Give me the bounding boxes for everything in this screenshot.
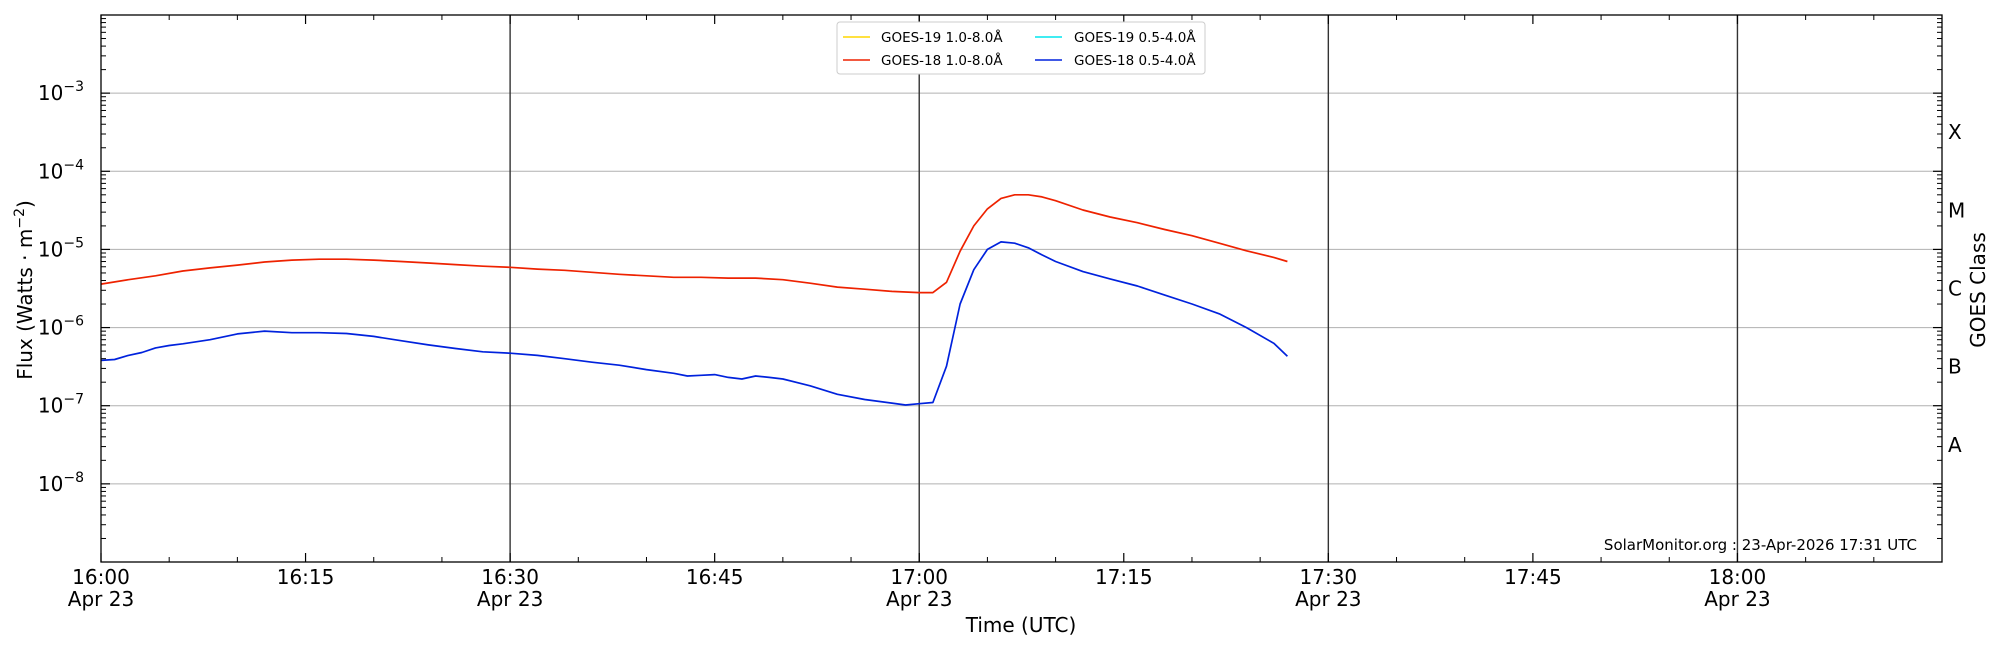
y-axis-ticks: 10−8 10−7 10−6 10−5 10−4 10−3 — [38, 18, 1942, 539]
y-tick-label: 10−6 — [38, 314, 84, 340]
x-tick-label: 17:00 — [890, 565, 948, 589]
x-tick-label: 18:00 — [1709, 565, 1767, 589]
series-line-1 — [100, 241, 1288, 406]
source-credit: SolarMonitor.org : 23-Apr-2026 17:31 UTC — [1604, 536, 1917, 554]
x-tick-date: Apr 23 — [68, 587, 134, 611]
x-tick-label: 17:30 — [1300, 565, 1358, 589]
x-tick-date: Apr 23 — [1295, 587, 1361, 611]
x-tick-label: 17:45 — [1504, 565, 1562, 589]
legend-label-goes19-short: GOES-19 0.5-4.0Å — [1074, 29, 1196, 46]
goes-class-axis-title: GOES Class — [1966, 232, 1990, 348]
goes-class-label: X — [1948, 120, 1962, 144]
y-tick-label: 10−7 — [38, 392, 84, 418]
x-tick-date: Apr 23 — [1704, 587, 1770, 611]
series-line-0 — [100, 193, 1288, 294]
legend-label-goes18-long: GOES-18 1.0-8.0Å — [881, 52, 1003, 69]
legend: GOES-19 1.0-8.0Å GOES-19 0.5-4.0Å GOES-1… — [836, 21, 1206, 75]
vertical-lines-layer — [509, 15, 1739, 562]
plot-frame — [100, 14, 1943, 563]
x-tick-date: Apr 23 — [477, 587, 543, 611]
x-axis-title: Time (UTC) — [965, 613, 1077, 637]
x-tick-label: 16:45 — [686, 565, 744, 589]
x-tick-label: 16:00 — [72, 565, 130, 589]
legend-label-goes18-short: GOES-18 0.5-4.0Å — [1074, 52, 1196, 69]
y-tick-label: 10−8 — [38, 470, 84, 496]
x-tick-label: 16:15 — [277, 565, 335, 589]
series-layer — [100, 193, 1288, 406]
legend-label-goes19-long: GOES-19 1.0-8.0Å — [881, 29, 1003, 46]
legend-box — [836, 21, 1206, 75]
goes-class-label: C — [1948, 277, 1962, 301]
y-axis-title: Flux (Watts · m−2) — [12, 200, 37, 380]
y-tick-label: 10−5 — [38, 235, 84, 261]
x-tick-label: 16:30 — [481, 565, 539, 589]
y-tick-label: 10−3 — [38, 79, 84, 105]
x-tick-date: Apr 23 — [886, 587, 952, 611]
y-tick-label: 10−4 — [38, 157, 84, 183]
goes-class-label: A — [1948, 433, 1962, 457]
goes-class-axis: A B C M X — [1948, 120, 1965, 457]
grid-layer — [101, 92, 1942, 485]
x-tick-label: 17:15 — [1095, 565, 1153, 589]
goes-class-label: M — [1948, 198, 1965, 222]
goes-class-label: B — [1948, 355, 1962, 379]
